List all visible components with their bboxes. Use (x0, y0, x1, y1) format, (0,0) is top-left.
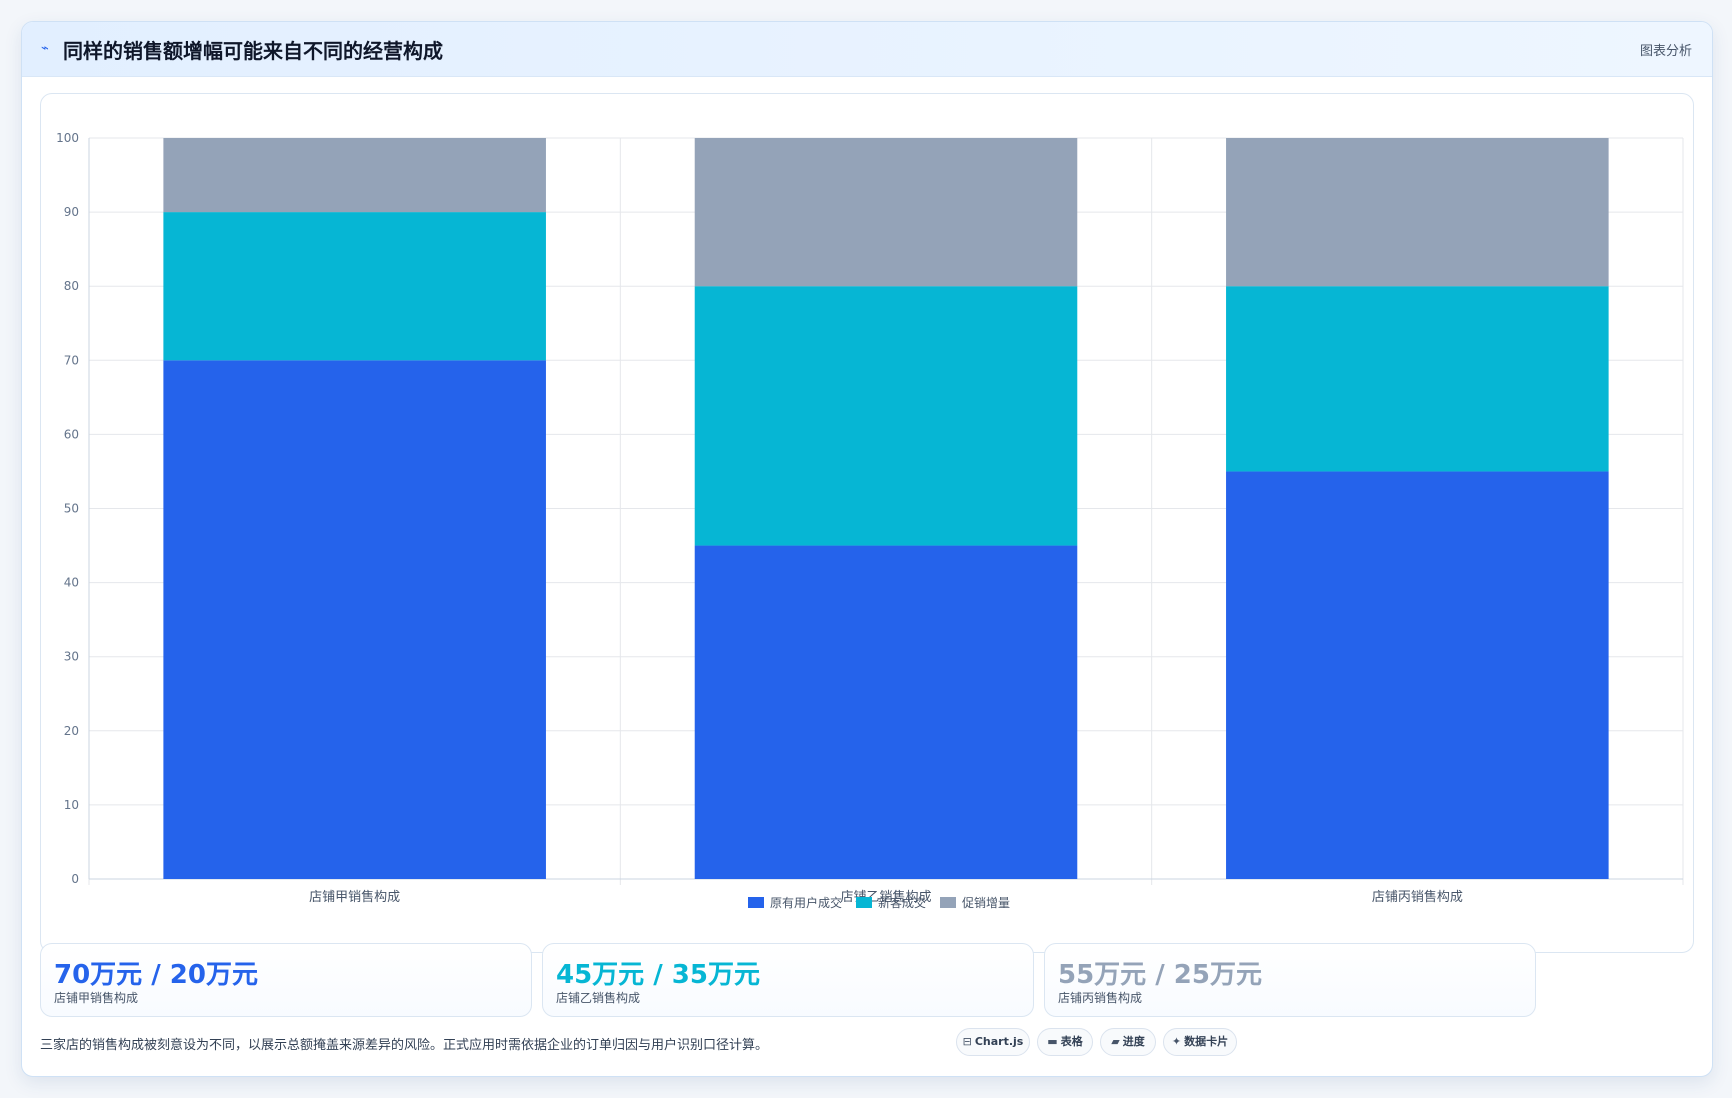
x-category-label: 店铺丙销售构成 (1372, 889, 1463, 905)
y-tick-label: 30 (64, 650, 79, 664)
tag-label: 表格 (1060, 1035, 1083, 1048)
chart-icon: ⊟ (962, 1035, 972, 1048)
tag-chartjs[interactable]: ⊟ Chart.js (956, 1028, 1030, 1056)
stat-value: 45万元 / 35万元 (556, 960, 760, 990)
bar-segment (694, 545, 1078, 879)
stat-label: 店铺丙销售构成 (1058, 991, 1143, 1005)
bar-segment (1226, 286, 1609, 472)
bar-segment (163, 360, 546, 879)
x-category-label: 店铺甲销售构成 (309, 889, 400, 905)
table-icon: ▬ (1047, 1035, 1058, 1048)
card-icon: ✦ (1171, 1035, 1182, 1048)
y-tick-label: 80 (64, 279, 79, 293)
page-title: 同样的销售额增幅可能来自不同的经营构成 (63, 39, 443, 63)
progress-icon: ▰ (1111, 1035, 1120, 1048)
stat-card-store-b: 45万元 / 35万元 店铺乙销售构成 (542, 943, 1034, 1017)
legend-swatch (940, 897, 956, 908)
stat-card-store-c: 55万元 / 25万元 店铺丙销售构成 (1044, 943, 1536, 1017)
y-tick-label: 100 (56, 131, 79, 145)
legend-label: 促销增量 (962, 896, 1010, 910)
bar-segment (694, 286, 1078, 546)
y-tick-label: 10 (64, 798, 79, 812)
bar-segment (163, 138, 546, 213)
y-tick-label: 70 (64, 353, 79, 367)
y-tick-label: 90 (64, 205, 79, 219)
y-tick-label: 20 (64, 724, 79, 738)
card-header: ⌁ 同样的销售额增幅可能来自不同的经营构成 图表分析 (22, 22, 1712, 77)
legend-label: 新客成交 (878, 895, 926, 910)
legend-label: 原有用户成交 (770, 895, 842, 910)
chart-panel: 0 10 20 30 40 50 60 70 80 90 100 店铺甲销售构成 店铺乙销售构成 店铺丙销… (40, 93, 1694, 953)
y-tick-label: 50 (64, 502, 79, 516)
legend-swatch (856, 897, 872, 908)
y-tick-label: 60 (64, 427, 79, 441)
tag-table[interactable]: ▬ 表格 (1037, 1028, 1093, 1056)
tag-label: 数据卡片 (1184, 1035, 1229, 1048)
stat-card-store-a: 70万元 / 20万元 店铺甲销售构成 (40, 943, 532, 1017)
footer-note: 三家店的销售构成被刻意设为不同，以展示总额掩盖来源差异的风险。正式应用时需依据企… (40, 1038, 769, 1053)
bar-segment (163, 212, 546, 361)
stat-label: 店铺乙销售构成 (556, 991, 641, 1005)
bar-segment (694, 138, 1078, 287)
stat-value: 55万元 / 25万元 (1058, 960, 1262, 990)
tag-data-card[interactable]: ✦ 数据卡片 (1163, 1028, 1237, 1056)
legend-swatch (748, 897, 764, 908)
stat-value: 70万元 / 20万元 (54, 960, 258, 990)
tag-label: Chart.js (974, 1035, 1024, 1048)
y-tick-label: 0 (71, 872, 79, 886)
tag-label: 进度 (1122, 1035, 1145, 1048)
y-tick-label: 40 (64, 576, 79, 590)
bar-segment (1226, 138, 1609, 287)
trend-line-icon: ⌁ (41, 41, 49, 56)
chart-card: ⌁ 同样的销售额增幅可能来自不同的经营构成 图表分析 0 10 20 30 40 50 60… (21, 21, 1713, 1077)
bar-segment (1226, 471, 1609, 879)
chart-analysis-label: 图表分析 (1639, 44, 1692, 59)
stat-label: 店铺甲销售构成 (54, 991, 139, 1005)
tag-progress[interactable]: ▰ 进度 (1100, 1028, 1156, 1056)
